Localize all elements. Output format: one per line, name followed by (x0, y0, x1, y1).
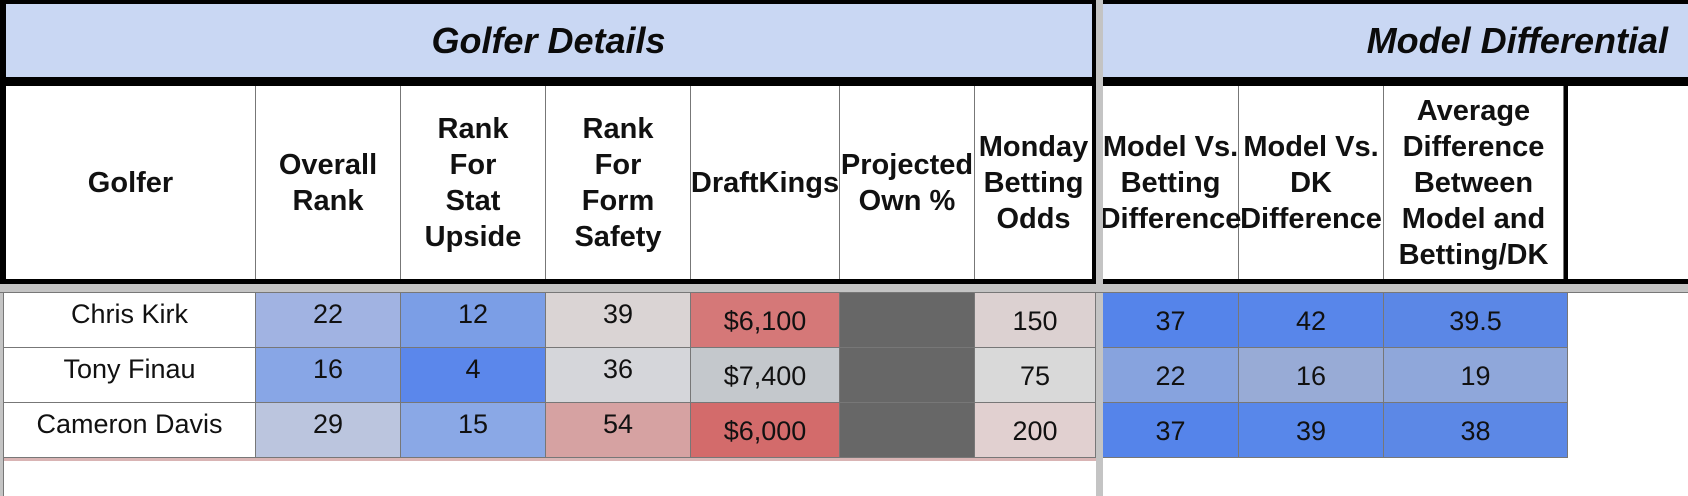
header-body-gap-right (1103, 284, 1688, 292)
cell-golfer[interactable]: Tony Finau (4, 348, 256, 403)
cell-projected-own[interactable] (840, 348, 975, 403)
body-left-edge (0, 292, 3, 496)
right-border (1564, 86, 1568, 279)
cell-golfer[interactable]: Chris Kirk (4, 293, 256, 348)
cell-rank-stat-upside[interactable]: 4 (401, 348, 546, 403)
column-header-average-difference-label: Average Difference Between Model and Bet… (1398, 94, 1549, 271)
cell-rank-form-safety[interactable]: 39 (546, 293, 691, 348)
cell-model-vs-dk[interactable]: 39 (1239, 403, 1384, 458)
cell-golfer[interactable]: Cameron Davis (4, 403, 256, 458)
column-header-model-vs-dk[interactable]: Model Vs. DK Difference (1239, 86, 1384, 279)
top-border-right (1103, 0, 1688, 4)
cell-projected-own[interactable] (840, 403, 975, 458)
cell-rank-stat-upside[interactable]: 15 (401, 403, 546, 458)
table-row-partial (4, 458, 1096, 461)
group-header-model-differential: Model Differential (1103, 4, 1688, 77)
group-header-model-differential-label: Model Differential (1366, 19, 1668, 61)
header-bottom-border-right (1103, 279, 1688, 284)
column-header-model-vs-dk-label: Model Vs. DK Difference (1240, 130, 1382, 235)
cell-average-difference[interactable]: 19 (1384, 348, 1568, 403)
column-header-projected-own[interactable]: Projected Own % (840, 86, 975, 279)
cell-model-vs-betting[interactable]: 22 (1103, 348, 1239, 403)
column-header-monday-betting-odds[interactable]: Monday Betting Odds (975, 86, 1092, 279)
column-header-draftkings-label: DraftKings (690, 166, 840, 199)
column-header-golfer[interactable]: Golfer (6, 86, 256, 279)
cell-average-difference[interactable]: 39.5 (1384, 293, 1568, 348)
column-header-model-vs-betting[interactable]: Model Vs. Betting Difference (1099, 86, 1242, 279)
band-bottom-border-right (1103, 77, 1688, 86)
cell-overall-rank[interactable]: 29 (256, 403, 401, 458)
left-border (0, 0, 6, 284)
cell-monday-betting-odds[interactable]: 200 (975, 403, 1096, 458)
column-header-model-vs-betting-label: Model Vs. Betting Difference (1099, 130, 1242, 235)
cell-rank-form-safety[interactable]: 54 (546, 403, 691, 458)
body-left-line (3, 292, 4, 496)
cell-monday-betting-odds[interactable]: 75 (975, 348, 1096, 403)
cell-model-vs-betting[interactable]: 37 (1103, 293, 1239, 348)
column-header-overall-rank[interactable]: Overall Rank (256, 86, 401, 279)
column-header-overall-rank-label: Overall Rank (278, 148, 378, 217)
column-header-rank-form-safety[interactable]: Rank For Form Safety (546, 86, 691, 279)
column-header-golfer-label: Golfer (87, 166, 174, 199)
column-header-monday-betting-odds-label: Monday Betting Odds (978, 130, 1089, 235)
cell-model-vs-dk[interactable]: 42 (1239, 293, 1384, 348)
cell-model-vs-dk[interactable]: 16 (1239, 348, 1384, 403)
cell-rank-form-safety[interactable]: 36 (546, 348, 691, 403)
band-bottom-border (0, 77, 1096, 86)
cell-rank-stat-upside[interactable]: 12 (401, 293, 546, 348)
top-border (0, 0, 1096, 4)
group-divider (1096, 0, 1103, 496)
column-header-rank-form-safety-label: Rank For Form Safety (574, 112, 662, 253)
group-header-golfer-details: Golfer Details (5, 4, 1092, 77)
column-header-average-difference[interactable]: Average Difference Between Model and Bet… (1384, 86, 1564, 279)
group-header-golfer-details-label: Golfer Details (431, 19, 666, 61)
cell-model-vs-betting[interactable]: 37 (1103, 403, 1239, 458)
column-header-rank-stat-upside-label: Rank For Stat Upside (424, 112, 522, 253)
column-header-rank-stat-upside[interactable]: Rank For Stat Upside (401, 86, 546, 279)
body-top-line (0, 292, 1688, 293)
cell-monday-betting-odds[interactable]: 150 (975, 293, 1096, 348)
cell-overall-rank[interactable]: 22 (256, 293, 401, 348)
cell-average-difference[interactable]: 38 (1384, 403, 1568, 458)
header-bottom-border (0, 279, 1096, 284)
header-body-gap (0, 284, 1096, 292)
golfer-details-right-border (1092, 0, 1096, 284)
cell-projected-own[interactable] (840, 293, 975, 348)
column-header-projected-own-label: Projected Own % (840, 148, 974, 217)
cell-draftkings[interactable]: $7,400 (691, 348, 840, 403)
cell-overall-rank[interactable]: 16 (256, 348, 401, 403)
cell-draftkings[interactable]: $6,100 (691, 293, 840, 348)
cell-draftkings[interactable]: $6,000 (691, 403, 840, 458)
column-header-draftkings[interactable]: DraftKings (691, 86, 840, 279)
